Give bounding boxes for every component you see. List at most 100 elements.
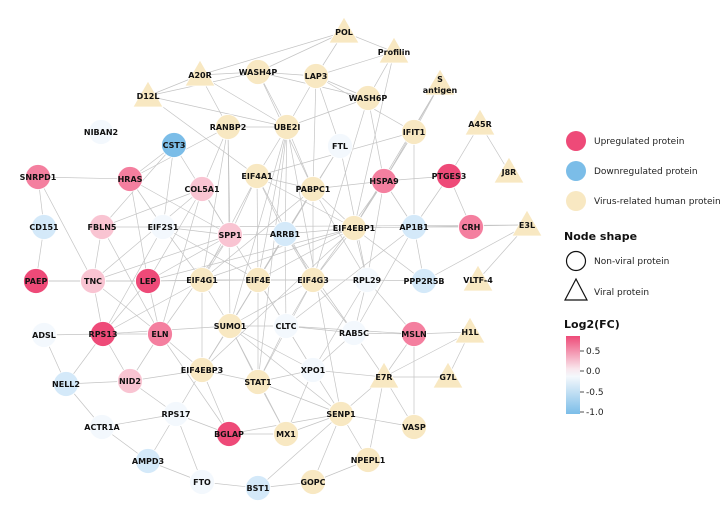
legend-viral-label: Viral protein (594, 288, 649, 298)
node-tnc[interactable]: TNC (80, 268, 106, 294)
node-vltf-4[interactable]: VLTF-4 (462, 264, 494, 292)
node-col5a1[interactable]: COL5A1 (184, 176, 220, 202)
node-pol[interactable]: POL (328, 16, 360, 44)
node-eif2s1[interactable]: EIF2S1 (148, 214, 179, 240)
node-d12l-triangle (132, 80, 164, 108)
node-msln[interactable]: MSLN (401, 321, 427, 347)
legend-up-label: Upregulated protein (594, 137, 684, 147)
node-wash6p[interactable]: WASH6P (349, 85, 388, 111)
node-niban2[interactable]: NIBAN2 (84, 119, 118, 145)
node-eif4ebp1-circle (341, 215, 367, 241)
node-nid2-circle (117, 368, 143, 394)
node-crh[interactable]: CRH (458, 214, 484, 240)
node-cst3-circle (161, 132, 187, 158)
node-j8r[interactable]: J8R (493, 156, 525, 184)
edge-SNRPD1-HRAS (37, 176, 131, 180)
node-ptges3[interactable]: PTGES3 (432, 163, 467, 189)
node-eif4ebp1[interactable]: EIF4EBP1 (333, 215, 376, 241)
node-d12l[interactable]: D12L (132, 80, 164, 108)
node-cd151[interactable]: CD151 (29, 214, 59, 240)
node-fbln5[interactable]: FBLN5 (88, 214, 117, 240)
node-ap1b1[interactable]: AP1B1 (399, 214, 429, 240)
node-adsl[interactable]: ADSL (31, 322, 57, 348)
node-e7r[interactable]: E7R (368, 361, 400, 389)
node-h1l[interactable]: H1L (454, 316, 486, 344)
edge-SUMO1-XPO1 (229, 325, 314, 371)
node-eif4a1[interactable]: EIF4A1 (241, 163, 273, 189)
node-tnc-label: TNC (84, 277, 102, 286)
node-fto[interactable]: FTO (189, 469, 215, 495)
node-senp1[interactable]: SENP1 (326, 401, 356, 427)
node-mx1[interactable]: MX1 (273, 421, 299, 447)
node-eif4g1[interactable]: EIF4G1 (186, 267, 218, 293)
node-rab5c-label: RAB5C (339, 329, 369, 338)
node-mx1-label: MX1 (276, 430, 296, 439)
node-rps13[interactable]: RPS13 (89, 321, 118, 347)
node-eif4ebp3[interactable]: EIF4EBP3 (181, 357, 223, 383)
node-stat1[interactable]: STAT1 (244, 369, 272, 395)
edge-Profilin-EIF4EBP1 (353, 51, 395, 229)
node-hras[interactable]: HRAS (117, 166, 143, 192)
node-a20r-label: A20R (188, 71, 211, 80)
node-a45r[interactable]: A45R (464, 108, 496, 136)
node-eif2s1-label: EIF2S1 (148, 223, 179, 232)
node-spp1[interactable]: SPP1 (217, 222, 243, 248)
node-lep[interactable]: LEP (135, 268, 161, 294)
node-ifit1[interactable]: IFIT1 (401, 119, 427, 145)
node-npepl1[interactable]: NPEPL1 (351, 447, 386, 473)
node-lap3[interactable]: LAP3 (303, 63, 329, 89)
edge-FBLN5-ELN (101, 226, 161, 335)
node-ftl[interactable]: FTL (327, 133, 353, 159)
legend-up-swatch (566, 131, 586, 151)
node-snrpd1[interactable]: SNRPD1 (20, 164, 57, 190)
node-rpl29-label: RPL29 (353, 276, 382, 285)
node-eln-circle (147, 321, 173, 347)
node-profilin[interactable]: Profilin (378, 36, 411, 64)
node-gopc[interactable]: GOPC (300, 469, 326, 495)
node-lap3-label: LAP3 (305, 72, 328, 81)
edge-POL-WASH4P (257, 31, 345, 73)
node-h1l-label: H1L (461, 328, 478, 337)
edge-SENP1-BST1 (257, 413, 342, 489)
node-rps17[interactable]: RPS17 (162, 401, 191, 427)
node-nid2[interactable]: NID2 (117, 368, 143, 394)
node-a20r[interactable]: A20R (184, 59, 216, 87)
node-bst1[interactable]: BST1 (245, 475, 271, 501)
node-arrb1[interactable]: ARRB1 (270, 221, 301, 247)
node-eif4e[interactable]: EIF4E (245, 267, 271, 293)
node-cltc[interactable]: CLTC (273, 313, 299, 339)
node-rab5c[interactable]: RAB5C (339, 320, 369, 346)
node-e3l[interactable]: E3L (511, 209, 543, 237)
edge-CST3-EIF2S1 (162, 144, 175, 228)
node-ranbp2[interactable]: RANBP2 (210, 114, 247, 140)
node-e7r-triangle (368, 361, 400, 389)
node-npepl1-label: NPEPL1 (351, 456, 386, 465)
node-nell2[interactable]: NELL2 (52, 371, 80, 397)
node-eln-label: ELN (151, 330, 168, 339)
node-xpo1[interactable]: XPO1 (300, 357, 326, 383)
node-ftl-label: FTL (332, 142, 348, 151)
node-actr1a[interactable]: ACTR1A (84, 414, 121, 440)
node-actr1a-circle (89, 414, 115, 440)
edge-EIF4EBP1-EIF4E (257, 227, 355, 281)
node-paep[interactable]: PAEP (23, 268, 49, 294)
node-cst3[interactable]: CST3 (161, 132, 187, 158)
node-sumo1[interactable]: SUMO1 (214, 313, 247, 339)
edge-H1L-E7R (383, 331, 471, 378)
node-cst3-label: CST3 (163, 141, 186, 150)
node-ppp2r5b[interactable]: PPP2R5B (404, 268, 445, 294)
node-ampd3[interactable]: AMPD3 (132, 448, 164, 474)
node-bglap[interactable]: BGLAP (214, 421, 244, 447)
node-pabpc1[interactable]: PABPC1 (296, 176, 331, 202)
node-rpl29[interactable]: RPL29 (353, 267, 382, 293)
node-vasp[interactable]: VASP (401, 414, 427, 440)
node-eif4ebp3-label: EIF4EBP3 (181, 366, 223, 375)
node-ube2i[interactable]: UBE2I (274, 114, 301, 140)
node-hspa9-label: HSPA9 (369, 177, 399, 186)
node-hspa9[interactable]: HSPA9 (369, 168, 399, 194)
node-eif4g3[interactable]: EIF4G3 (297, 267, 329, 293)
node-eln[interactable]: ELN (147, 321, 173, 347)
node-wash4p[interactable]: WASH4P (239, 59, 278, 85)
node-g7l[interactable]: G7L (432, 361, 464, 389)
